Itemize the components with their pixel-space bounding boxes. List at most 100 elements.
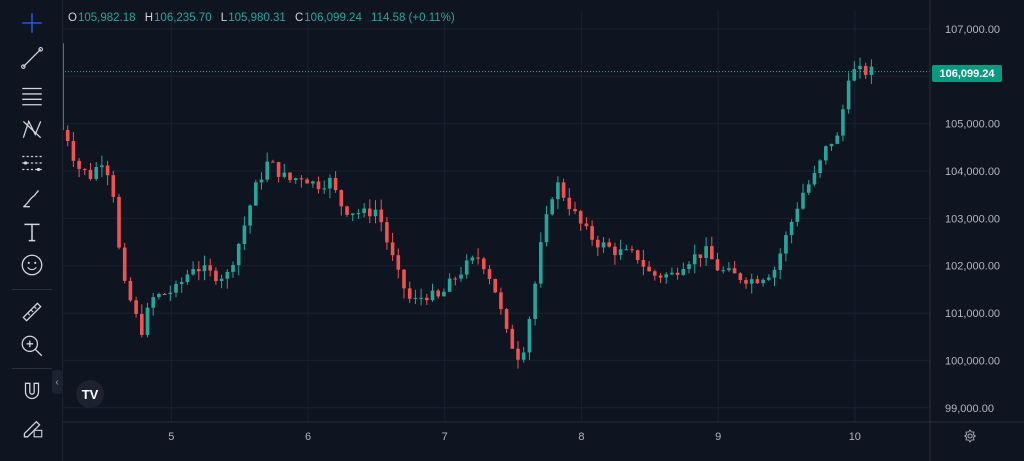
tradingview-logo[interactable]: TV — [76, 380, 104, 408]
candle-body — [442, 291, 446, 297]
x-tick-label: 9 — [715, 431, 721, 443]
candle-body — [328, 177, 332, 189]
candle-body — [772, 269, 777, 278]
ruler-icon[interactable] — [14, 297, 50, 327]
candle-body — [596, 239, 600, 248]
candle-body — [567, 197, 572, 210]
x-axis: 5 6 7 8 9 10 — [62, 421, 1024, 443]
candle-body — [704, 246, 708, 259]
collapse-toolbar-button[interactable]: ‹ — [52, 370, 62, 394]
candle-body — [77, 160, 81, 169]
y-tick-label: 99,000.00 — [945, 403, 994, 415]
candle-body — [607, 242, 612, 247]
x-tick-label: 10 — [849, 431, 861, 443]
candle-body — [812, 173, 817, 185]
candle-body — [698, 254, 703, 259]
candle-body — [846, 80, 851, 110]
candle-body — [208, 265, 213, 271]
candle-body — [71, 141, 76, 161]
candle-body — [858, 65, 862, 70]
candle-body — [231, 265, 235, 272]
candle-body — [824, 146, 828, 161]
candle-body — [322, 188, 327, 190]
emoji-icon[interactable] — [14, 250, 50, 280]
candle-body — [516, 348, 520, 360]
candle-body — [299, 178, 304, 180]
candle-body — [305, 179, 309, 184]
candle-body — [715, 259, 720, 271]
settings-gear-icon[interactable] — [960, 428, 980, 444]
high-value: 106,235.70 — [154, 12, 212, 24]
candle-body — [459, 274, 463, 279]
text-icon[interactable] — [14, 217, 50, 247]
candle-body — [675, 272, 680, 275]
candle-body — [664, 274, 669, 278]
pattern-icon[interactable] — [14, 114, 50, 144]
candle-body — [447, 278, 452, 292]
open-value: 105,982.18 — [77, 12, 136, 24]
candle-body — [362, 208, 366, 214]
candle-body — [214, 270, 218, 282]
candle-body — [647, 266, 651, 272]
candle-body — [681, 268, 686, 275]
candle-body — [219, 278, 224, 282]
fib-retracement-icon[interactable] — [14, 80, 50, 110]
candle-body — [550, 199, 555, 215]
candle-body — [732, 268, 737, 274]
y-tick-label: 102,000.00 — [945, 261, 1000, 273]
lock-drawings-icon[interactable] — [14, 411, 50, 441]
candle-body — [630, 249, 634, 251]
candle-body — [259, 179, 264, 183]
candle-body — [162, 293, 167, 295]
crosshair-icon[interactable] — [14, 8, 50, 38]
candle-body — [556, 182, 560, 200]
magnet-icon[interactable] — [14, 377, 50, 407]
candle-body — [613, 246, 617, 256]
candle-body — [225, 271, 230, 279]
candle-body — [869, 66, 874, 75]
candle-body — [784, 235, 788, 254]
candle-body — [527, 318, 532, 353]
candle-body — [111, 175, 116, 197]
candle-body — [863, 65, 868, 75]
candle-body — [584, 223, 589, 227]
close-value: 106,099.24 — [304, 12, 362, 24]
projection-icon[interactable] — [14, 148, 50, 178]
candle-body — [487, 269, 492, 279]
candle-body — [727, 268, 731, 271]
candle-body — [179, 282, 184, 285]
x-tick-label: 5 — [168, 431, 174, 443]
candle-body — [670, 272, 674, 275]
candle-body — [829, 143, 834, 147]
candle-body — [590, 226, 594, 240]
trendline-icon[interactable] — [14, 43, 50, 73]
candle-body — [419, 297, 423, 299]
candle-body — [276, 162, 281, 177]
candle-body — [379, 209, 384, 223]
candle-body — [282, 172, 287, 177]
candle-body — [185, 274, 190, 283]
candle-body — [134, 300, 138, 314]
candle-body — [333, 177, 338, 191]
candle-body — [168, 292, 173, 295]
low-value: 105,980.31 — [228, 12, 286, 24]
y-tick-label: 107,000.00 — [945, 24, 1000, 36]
candle-body — [396, 255, 401, 270]
candle-body — [339, 190, 344, 207]
candle-body — [692, 254, 697, 265]
candle-body — [151, 297, 156, 308]
candle-body — [128, 280, 133, 301]
candle-body — [117, 196, 121, 248]
toolbar-divider — [12, 289, 52, 290]
candle-body — [801, 192, 805, 209]
candle-body — [105, 165, 110, 176]
ohlc-legend: O105,982.18 H106,235.70 L105,980.31 C106… — [68, 12, 461, 24]
candle-body — [368, 208, 372, 217]
candle-body — [573, 209, 577, 212]
x-tick-label: 8 — [578, 431, 584, 443]
candle-body — [806, 184, 811, 193]
zoom-in-icon[interactable] — [14, 331, 50, 361]
candle-body — [373, 209, 378, 217]
brush-icon[interactable] — [14, 183, 50, 213]
